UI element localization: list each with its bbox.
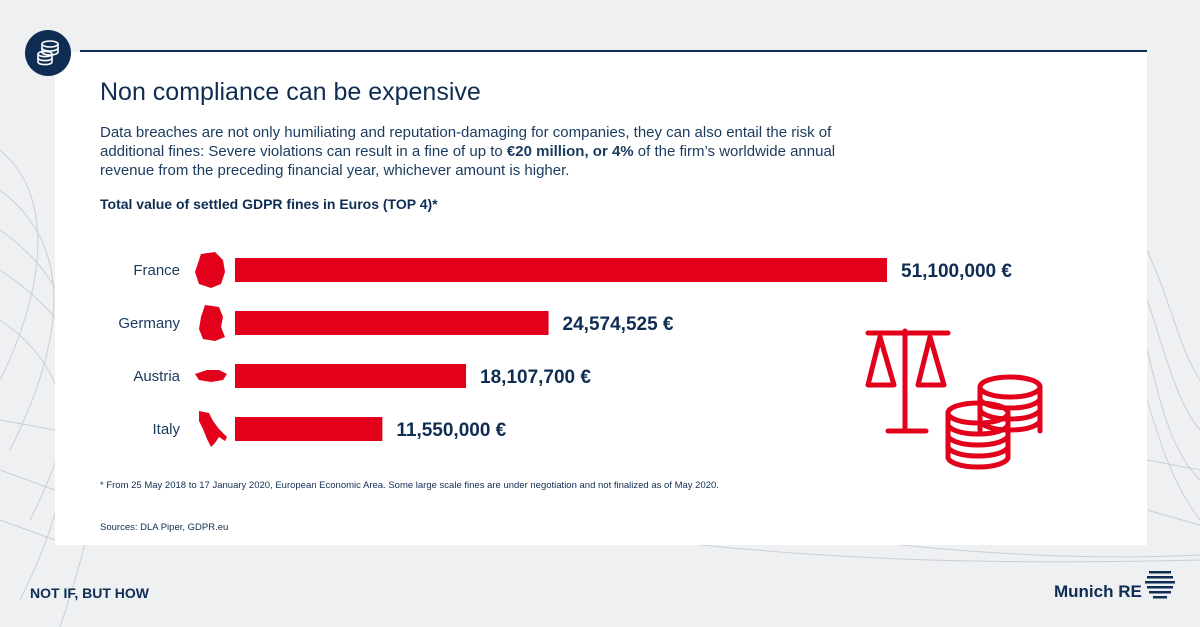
country-label-germany: Germany	[118, 315, 180, 332]
content-card	[55, 52, 1147, 545]
munich-re-logo-icon	[1145, 571, 1175, 599]
chart-title: Total value of settled GDPR fines in Eur…	[100, 196, 438, 212]
country-label-austria: Austria	[133, 368, 180, 385]
country-label-italy: Italy	[152, 421, 180, 438]
country-map-france-icon	[195, 252, 225, 288]
coins-stack-icon	[25, 30, 71, 76]
value-label-germany: 24,574,525 €	[563, 314, 674, 335]
country-map-italy-icon	[199, 411, 227, 447]
bar-austria	[235, 364, 467, 388]
intro-text-1: Data breaches are not only humiliating a…	[100, 124, 832, 160]
bar-germany	[235, 311, 549, 335]
intro-text-2: of the firm’s worldwide annual revenue f…	[100, 143, 836, 179]
scales-and-coins-icon	[865, 328, 1043, 470]
country-map-austria-icon	[195, 370, 227, 382]
chart-footnote: * From 25 May 2018 to 17 January 2020, E…	[100, 480, 719, 491]
value-label-italy: 11,550,000 €	[396, 420, 506, 441]
country-label-france: France	[133, 262, 180, 279]
value-label-austria: 18,107,700 €	[480, 367, 591, 388]
country-map-germany-icon	[199, 305, 225, 341]
bar-italy	[235, 417, 383, 441]
page-title: Non compliance can be expensive	[100, 78, 481, 106]
tagline: NOT IF, BUT HOW	[30, 585, 149, 601]
brand-name: Munich RE	[1054, 582, 1142, 601]
sources-note: Sources: DLA Piper, GDPR.eu	[100, 522, 229, 533]
top-divider	[80, 50, 1147, 52]
value-label-france: 51,100,000 €	[901, 261, 1012, 282]
intro-paragraph: Data breaches are not only humiliating a…	[100, 123, 890, 180]
bar-france	[235, 258, 887, 282]
intro-highlight: €20 million, or 4%	[506, 143, 634, 160]
